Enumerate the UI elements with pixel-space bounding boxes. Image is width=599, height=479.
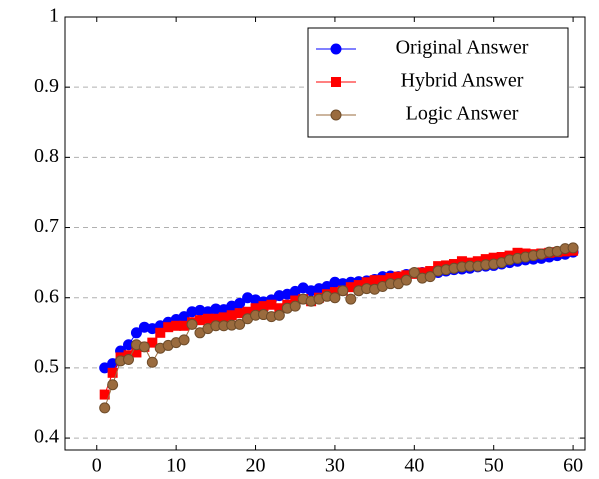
data-point — [480, 254, 491, 265]
data-point — [146, 356, 158, 368]
data-point — [456, 256, 467, 267]
x-tick-label: 50 — [484, 455, 504, 477]
legend-marker — [331, 77, 341, 87]
data-point — [424, 271, 436, 283]
data-point — [266, 299, 277, 310]
data-point — [512, 247, 523, 258]
data-point — [425, 266, 436, 277]
data-point — [130, 327, 142, 339]
data-point — [337, 285, 349, 297]
data-point — [408, 266, 420, 278]
data-point — [107, 367, 118, 378]
x-tick-label: 40 — [404, 455, 424, 477]
data-point — [178, 334, 190, 346]
data-point — [250, 303, 261, 314]
data-point — [361, 277, 372, 288]
data-point — [345, 282, 356, 293]
data-point — [218, 312, 229, 323]
data-point — [400, 274, 412, 286]
legend-marker — [330, 109, 342, 121]
data-point — [345, 293, 357, 305]
data-point — [290, 295, 301, 306]
data-point — [488, 252, 499, 263]
x-tick-label: 10 — [166, 455, 186, 477]
data-point — [273, 309, 285, 321]
data-point — [202, 313, 213, 324]
data-point — [393, 271, 404, 282]
data-point — [155, 327, 166, 338]
x-tick-label: 30 — [325, 455, 345, 477]
legend-label: Hybrid Answer — [401, 70, 524, 92]
legend-label: Original Answer — [396, 37, 529, 59]
legend-marker — [330, 43, 342, 55]
y-tick-label: 0.7 — [34, 215, 59, 237]
data-point — [163, 322, 174, 333]
data-point — [99, 402, 111, 414]
data-point — [234, 318, 246, 330]
data-point — [274, 303, 285, 314]
data-point — [377, 275, 388, 286]
data-point — [385, 273, 396, 284]
series-line — [104, 251, 574, 369]
x-tick-label: 0 — [92, 455, 102, 477]
data-point — [567, 242, 579, 254]
data-point — [194, 315, 205, 326]
data-point — [289, 300, 301, 312]
data-point — [369, 275, 380, 286]
data-point — [131, 347, 142, 358]
data-point — [138, 341, 150, 353]
data-point — [210, 313, 221, 324]
data-point — [329, 287, 340, 298]
data-point — [417, 267, 428, 278]
data-point — [186, 318, 198, 330]
data-point — [329, 292, 341, 304]
legend-label: Logic Answer — [406, 103, 519, 125]
y-tick-label: 1 — [49, 5, 59, 27]
data-point — [123, 353, 135, 365]
data-point — [147, 337, 158, 348]
data-point — [353, 280, 364, 291]
data-point — [234, 308, 245, 319]
data-point — [107, 379, 119, 391]
x-tick-label: 60 — [563, 455, 583, 477]
plot-frame — [64, 16, 586, 451]
legend: Original Answer Hybrid Answer Logic Answer — [307, 27, 569, 138]
y-tick-label: 0.9 — [34, 75, 59, 97]
data-point — [258, 301, 269, 312]
data-point — [179, 320, 190, 331]
data-point — [99, 389, 110, 400]
x-tick-label: 20 — [246, 455, 266, 477]
data-point — [496, 252, 507, 263]
y-tick-label: 0.8 — [34, 145, 59, 167]
y-tick-label: 0.4 — [34, 426, 59, 448]
y-tick-label: 0.6 — [34, 285, 59, 307]
data-point — [226, 310, 237, 321]
data-point — [242, 306, 253, 317]
y-tick-label: 0.5 — [34, 355, 59, 377]
data-point — [171, 320, 182, 331]
